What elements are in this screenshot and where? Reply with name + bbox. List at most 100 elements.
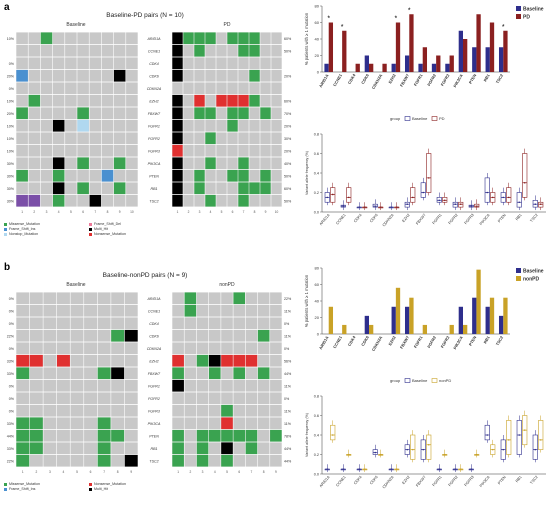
heat-cell-bg [245, 417, 258, 430]
heat-cell-bg [172, 82, 183, 95]
bar-x-tick-label: TSC2 [495, 334, 505, 346]
heat-cell-bg [16, 57, 28, 70]
heat-cell-bg [65, 94, 77, 107]
mutation-cell [172, 442, 184, 455]
heat-cell-bg [40, 144, 53, 157]
heat-cell-bg [65, 169, 77, 182]
box-y-tick-label: 0.2 [314, 191, 319, 195]
heat-cell-bg [16, 304, 30, 317]
legend-missense: Missense_Mutation [4, 222, 89, 226]
heat-cell-bg [89, 144, 102, 157]
bar-legend-label: Baseline [523, 269, 544, 275]
heat-cell-bg [257, 417, 270, 430]
heat-sample-tick: 10 [130, 210, 134, 214]
heat-cell-bg [40, 169, 53, 182]
bar-x-tick-label: ARID1A [318, 73, 330, 88]
heat-cell-bg [65, 69, 77, 82]
mutation-cell [16, 442, 30, 455]
bar-pd [449, 324, 454, 334]
panel-b-title: Baseline-nonPD pairs (N = 9) [102, 272, 188, 279]
heat-cell-bg [245, 342, 258, 355]
mutation-cell [97, 417, 111, 430]
mutation-cell [194, 44, 205, 57]
legend-frameshift-ins: Frame_Shift_Ins [4, 227, 89, 231]
box-point [534, 203, 537, 205]
bar-pd [476, 14, 481, 72]
heat-cell-bg [196, 292, 209, 305]
heat-gene-label: CCNE1 [148, 50, 160, 54]
heat-cell-bg [271, 82, 282, 95]
heat-cell-bg [233, 342, 246, 355]
heat-cell-bg [227, 157, 238, 170]
heat-gene-label: PIK3CA [148, 162, 161, 166]
heat-sample-tick: 4 [210, 210, 212, 214]
box-point [491, 448, 494, 451]
heat-sample-tick: 3 [199, 210, 201, 214]
bar-x-tick-label: CDKN2A [371, 73, 384, 90]
heat-cell-bg [257, 379, 270, 392]
mutation-cell [221, 417, 233, 430]
heat-gene-label: FGFR2 [148, 137, 160, 141]
heat-cell-bg [16, 94, 28, 107]
heat-cell-bg [233, 454, 246, 467]
mutation-cell [111, 429, 125, 442]
heat-cell-bg [126, 157, 138, 170]
mutation-cell [245, 429, 258, 442]
heat-cell-bg [97, 392, 111, 405]
heat-cell-bg [172, 304, 184, 317]
box-point [486, 434, 489, 436]
heat-cell-bg [101, 194, 114, 207]
heat-cell-bg [89, 44, 102, 57]
heat-cell-bg [84, 354, 98, 367]
heat-cell-bg [113, 119, 126, 132]
box-y-tick-label: 0.8 [314, 394, 319, 398]
heat-cell-bg [111, 392, 125, 405]
heat-gene-label: PTEN [149, 435, 159, 439]
mutation-cell [238, 44, 249, 57]
mutation-cell [196, 429, 209, 442]
mutation-cell [194, 32, 205, 45]
heat-cell-bg [65, 132, 77, 145]
bar-x-tick-label: FGFR2 [426, 334, 437, 349]
box-x-tick-label: CDKN2A [382, 475, 395, 490]
box-point [523, 181, 526, 184]
heat-cell-bg [84, 367, 98, 380]
bar-baseline [418, 63, 423, 72]
box-y-tick-label: 0.4 [314, 171, 319, 175]
heat-cell-bg [40, 194, 53, 207]
heat-cell-bg [183, 144, 194, 157]
heat-sample-tick: 6 [82, 210, 84, 214]
heat-cell-bg [257, 292, 270, 305]
heat-cell-bg [28, 144, 41, 157]
mutation-cell [196, 442, 209, 455]
mutation-cell [77, 157, 89, 170]
heat-cell-bg [101, 132, 114, 145]
heat-cell-bg [111, 417, 125, 430]
heat-cell-bg [43, 429, 57, 442]
heat-cell-bg [183, 82, 194, 95]
mutation-cell [194, 169, 205, 182]
mutation-cell [205, 107, 216, 120]
box-legend-swatch [404, 378, 411, 383]
heat-gene-label: ARID1A [147, 37, 162, 41]
heat-cell-bg [194, 57, 205, 70]
bar-y-tick-label: 40 [315, 36, 320, 41]
bar-baseline [404, 55, 410, 72]
mutation-cell [97, 454, 111, 467]
box-x-tick-label: CDK6 [369, 475, 379, 485]
mutation-cell [40, 32, 53, 45]
mutation-cell [194, 94, 205, 107]
heat-cell-bg [16, 32, 28, 45]
box-point [502, 196, 505, 199]
heat-gene-label: CDK4 [149, 322, 159, 326]
mutation-cell [16, 69, 28, 82]
heat-sample-tick: 4 [58, 210, 60, 214]
bar-pd [489, 22, 495, 72]
legend-nonsense: Nonsense_Mutation [89, 232, 174, 236]
heat-cell-bg [40, 69, 53, 82]
bar-legend-swatch [516, 6, 521, 11]
box-iqr [484, 424, 490, 441]
heat-sample-tick: 7 [251, 470, 253, 474]
bar-baseline [485, 47, 490, 72]
box-x-tick-label: FGFR3 [464, 475, 475, 487]
